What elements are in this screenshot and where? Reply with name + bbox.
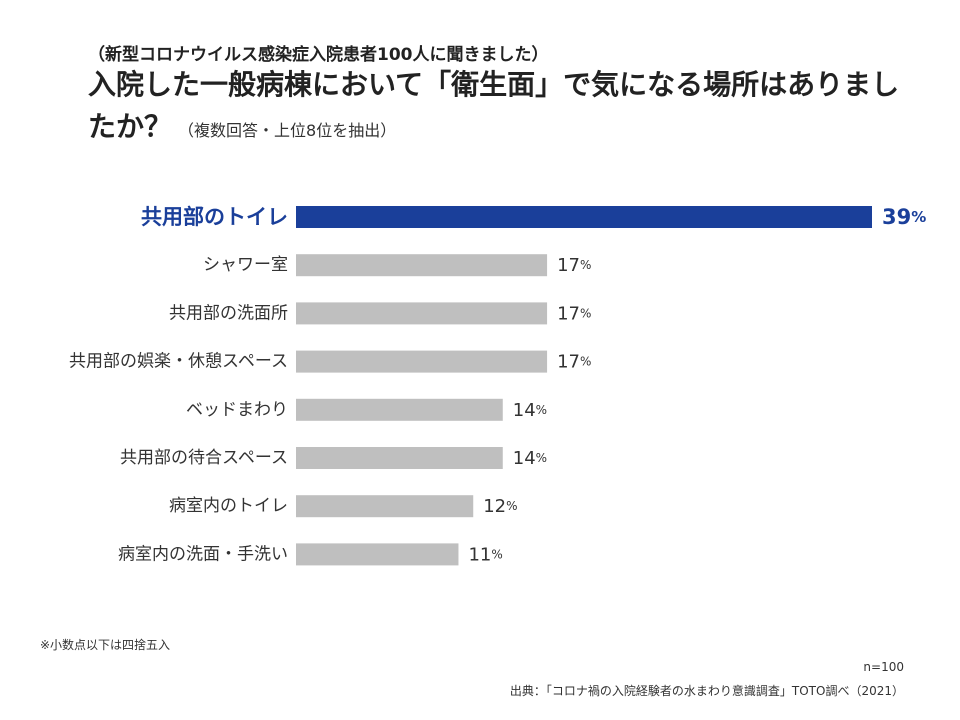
bar xyxy=(296,447,503,469)
bar xyxy=(296,350,548,373)
category-label: 共用部の娯楽・休憩スペース xyxy=(69,352,288,372)
chart-subtitle: （新型コロナウイルス感染症入院患者100人に聞きました） xyxy=(88,45,549,65)
category-label: ベッドまわり xyxy=(186,400,288,420)
value-label: 17% xyxy=(557,255,591,276)
chart-title-note: （複数回答・上位8位を抽出） xyxy=(178,121,397,140)
bar xyxy=(296,495,474,518)
value-label: 14% xyxy=(513,448,547,469)
value-label: 17% xyxy=(557,351,591,372)
value-label: 14% xyxy=(513,399,547,420)
source-citation: 出典：「コロナ禍の入院経験者の水まわり意識調査」TOTO調べ（2021） xyxy=(509,684,904,698)
category-label: 共用部の待合スペース xyxy=(120,448,288,468)
category-label: 病室内の洗面・手洗い xyxy=(118,544,288,564)
value-label: 39% xyxy=(882,205,926,229)
value-label: 11% xyxy=(468,544,502,565)
bar xyxy=(296,302,548,325)
category-label: 病室内のトイレ xyxy=(169,496,288,516)
category-label: 共用部のトイレ xyxy=(141,205,288,229)
value-label: 12% xyxy=(483,496,517,517)
chart-title-text: 入院した一般病棟において「衛生面」で気になる場所はありましたか？ xyxy=(88,68,900,143)
bar xyxy=(296,254,548,277)
value-label: 17% xyxy=(557,303,591,324)
bar xyxy=(296,398,503,421)
sample-size: n=100 xyxy=(863,660,904,674)
category-label: 共用部の洗面所 xyxy=(169,303,288,323)
category-label: シャワー室 xyxy=(203,255,288,275)
rounding-note: ※小数点以下は四捨五入 xyxy=(40,638,171,652)
chart-title: 入院した一般病棟において「衛生面」で気になる場所はありましたか？ （複数回答・上位… xyxy=(88,64,908,152)
bar xyxy=(296,543,459,566)
bar xyxy=(296,206,872,228)
